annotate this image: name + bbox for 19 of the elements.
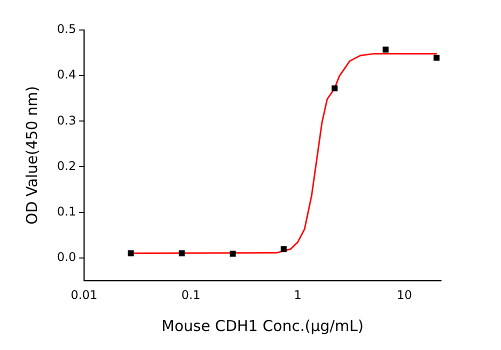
- point: [128, 250, 134, 256]
- point: [230, 250, 236, 257]
- y-axis-title: OD Value(450 nm): [22, 86, 41, 225]
- y-tick-label: 0.4: [56, 68, 76, 82]
- point: [434, 54, 440, 61]
- x-axis-title: Mouse CDH1 Conc.(μg/mL): [162, 316, 364, 335]
- point: [178, 250, 185, 256]
- y-tick-label: 0.5: [56, 22, 76, 36]
- x-tick-label: 0.1: [181, 288, 200, 302]
- x-tick-label: 10: [396, 288, 412, 302]
- point: [332, 85, 338, 92]
- point: [280, 246, 287, 252]
- point: [382, 46, 389, 53]
- x-tick-label: 1: [294, 288, 302, 302]
- y-tick-label: 0.3: [56, 113, 76, 128]
- y-tick-label: 0.2: [56, 158, 76, 173]
- x-tick-label: 0.01: [70, 288, 98, 302]
- y-tick-label: 0.1: [56, 204, 76, 218]
- y-tick-label: 0.0: [56, 250, 76, 264]
